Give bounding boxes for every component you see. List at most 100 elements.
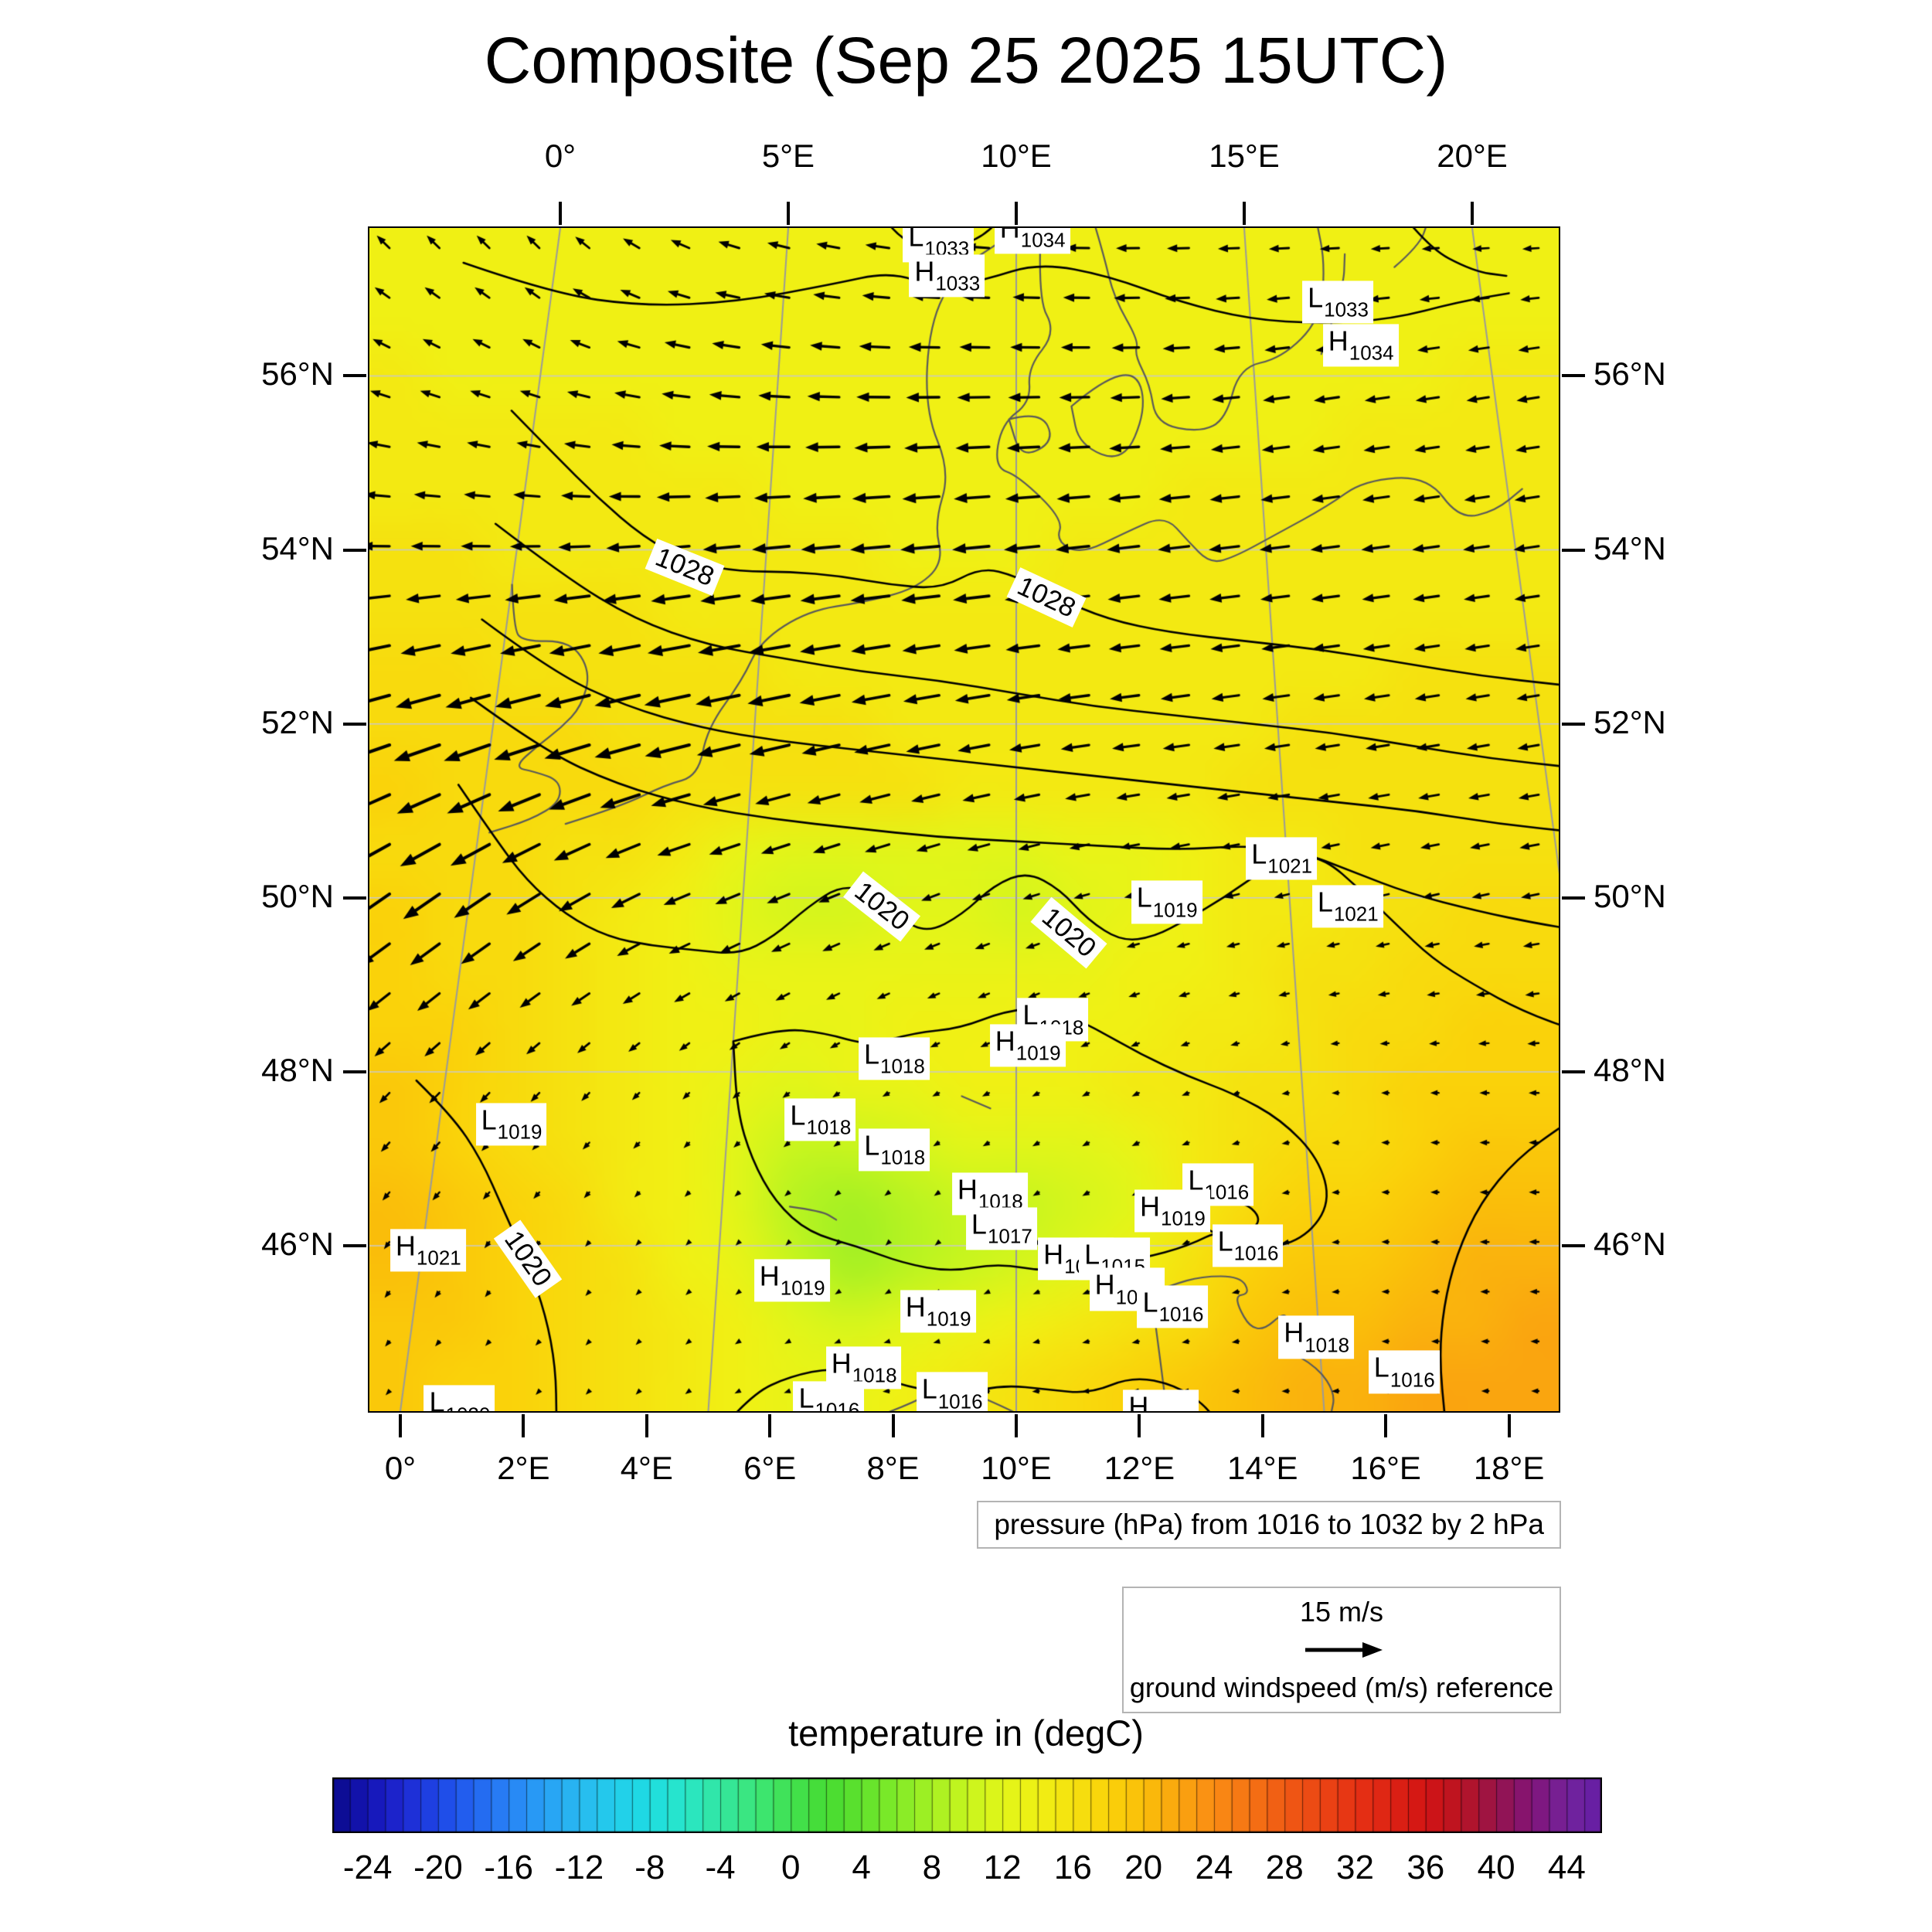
axis-tick [1562, 896, 1585, 900]
pressure-center-label: H1017 [1123, 1389, 1199, 1411]
isobar-value-label: 1020 [843, 871, 921, 942]
colorbar-tick-label: 44 [1547, 1849, 1586, 1886]
pressure-center-label: L1018 [784, 1098, 856, 1141]
pressure-center-label: L1016 [1182, 1163, 1254, 1206]
colorbar-tick-label: -4 [705, 1849, 736, 1886]
colorbar-tick-label: 0 [781, 1849, 801, 1886]
axis-tick [559, 202, 562, 225]
pressure-center-label: L1018 [859, 1128, 930, 1172]
right-lat-label: 56°N [1594, 355, 1666, 393]
pressure-center-label: L1016 [1368, 1350, 1440, 1393]
page-title: Composite (Sep 25 2025 15UTC) [484, 24, 1448, 97]
colorbar-tick-label: 36 [1406, 1849, 1445, 1886]
isobar-value-label: 1028 [645, 538, 725, 597]
bottom-lon-label: 14°E [1227, 1450, 1298, 1486]
colorbar-tick-label: 4 [852, 1849, 871, 1886]
pressure-center-label: L1019 [1131, 880, 1202, 924]
bottom-lon-label: 0° [384, 1450, 417, 1486]
pressure-center-label: L1021 [1246, 837, 1318, 880]
bottom-lon-label: 12°E [1104, 1450, 1175, 1486]
colorbar-tick-label: 8 [922, 1849, 942, 1886]
bottom-lon-label: 16°E [1350, 1450, 1421, 1486]
axis-tick [768, 1414, 772, 1437]
map-labels-layer: L1033 H1033 H1034 L1033 H1034 L1021 L1019 L1021… [369, 228, 1559, 1411]
colorbar-tick-label: -12 [554, 1849, 604, 1886]
colorbar-tick-label: -20 [413, 1849, 463, 1886]
left-lat-label: 48°N [261, 1051, 334, 1088]
top-lon-label: 15°E [1209, 138, 1280, 174]
axis-tick [1562, 374, 1585, 378]
axis-tick [1138, 1414, 1141, 1437]
axis-tick [1562, 1244, 1585, 1248]
pressure-center-label: L1016 [1137, 1285, 1209, 1328]
isobar-value-label: 1020 [1030, 896, 1107, 969]
pressure-center-label: L1016 [916, 1372, 988, 1411]
axis-tick [787, 202, 790, 225]
right-lat-label: 50°N [1594, 877, 1666, 914]
colorbar-tick-label: 40 [1477, 1849, 1515, 1886]
right-lat-label: 54°N [1594, 529, 1666, 566]
axis-tick [1015, 202, 1018, 225]
pressure-center-label: L1017 [965, 1207, 1037, 1250]
pressure-center-label: L1018 [858, 1037, 930, 1080]
left-lat-label: 46°N [261, 1226, 334, 1263]
pressure-center-label: H1033 [909, 254, 985, 298]
axis-tick [1562, 722, 1585, 726]
pressure-center-label: H1019 [989, 1024, 1066, 1067]
axis-tick [399, 1414, 402, 1437]
pressure-center-label: L1021 [1311, 885, 1383, 928]
wind-ref-caption: ground windspeed (m/s) reference [1129, 1672, 1554, 1703]
left-lat-label: 52°N [261, 703, 334, 740]
right-lat-label: 46°N [1594, 1226, 1666, 1263]
pressure-center-label: H1018 [1089, 1267, 1165, 1311]
axis-tick [343, 1244, 366, 1248]
pressure-center-label: H1019 [753, 1259, 830, 1302]
pressure-center-label: L1019 [475, 1102, 547, 1146]
colorbar-tick-label: 20 [1124, 1849, 1163, 1886]
pressure-center-label: L1020 [423, 1385, 495, 1411]
top-lon-label: 5°E [761, 138, 815, 174]
axis-tick [343, 1070, 366, 1073]
pressure-center-label: L1016 [793, 1381, 865, 1411]
axis-tick [1384, 1414, 1388, 1437]
isobar-value-label: 1020 [494, 1219, 563, 1298]
pressure-center-label: H1034 [994, 228, 1070, 254]
pressure-legend: pressure (hPa) from 1016 to 1032 by 2 hP… [977, 1501, 1561, 1549]
colorbar-title: temperature in (degC) [788, 1713, 1144, 1753]
pressure-center-label: H1034 [1322, 324, 1399, 367]
colorbar-tick-label: -24 [342, 1849, 393, 1886]
top-lon-label: 0° [544, 138, 577, 174]
wind-reference-legend: 15 m/s ground windspeed (m/s) reference [1122, 1587, 1561, 1713]
map-frame: L1033 H1033 H1034 L1033 H1034 L1021 L1019 L1021… [368, 226, 1560, 1413]
axis-tick [645, 1414, 648, 1437]
pressure-center-label: L1016 [1212, 1224, 1284, 1267]
wind-ref-arrow-icon [1305, 1642, 1383, 1658]
colorbar-tick-label: 28 [1265, 1849, 1304, 1886]
left-lat-label: 54°N [261, 529, 334, 566]
bottom-lon-label: 18°E [1473, 1450, 1545, 1486]
colorbar [332, 1777, 1602, 1833]
colorbar-tick-label: 24 [1195, 1849, 1233, 1886]
axis-tick [1015, 1414, 1018, 1437]
isobar-value-label: 1028 [1006, 567, 1087, 628]
axis-tick [1562, 548, 1585, 552]
axis-tick [1507, 1414, 1511, 1437]
right-lat-label: 52°N [1594, 703, 1666, 740]
axis-tick [1260, 1414, 1264, 1437]
colorbar-tick-label: -8 [634, 1849, 665, 1886]
left-lat-label: 50°N [261, 877, 334, 914]
pressure-center-label: H1018 [1278, 1315, 1355, 1359]
colorbar-tick-label: 12 [983, 1849, 1022, 1886]
pressure-center-label: L1033 [1302, 281, 1373, 324]
right-lat-label: 48°N [1594, 1051, 1666, 1088]
axis-tick [1243, 202, 1246, 225]
axis-tick [343, 896, 366, 900]
bottom-lon-label: 10°E [981, 1450, 1052, 1486]
colorbar-tick-label: -16 [484, 1849, 533, 1886]
pressure-center-label: H1019 [900, 1289, 976, 1333]
bottom-lon-label: 2°E [497, 1450, 550, 1486]
axis-tick [522, 1414, 526, 1437]
pressure-center-label: H1019 [1134, 1189, 1210, 1233]
bottom-lon-label: 4°E [620, 1450, 673, 1486]
